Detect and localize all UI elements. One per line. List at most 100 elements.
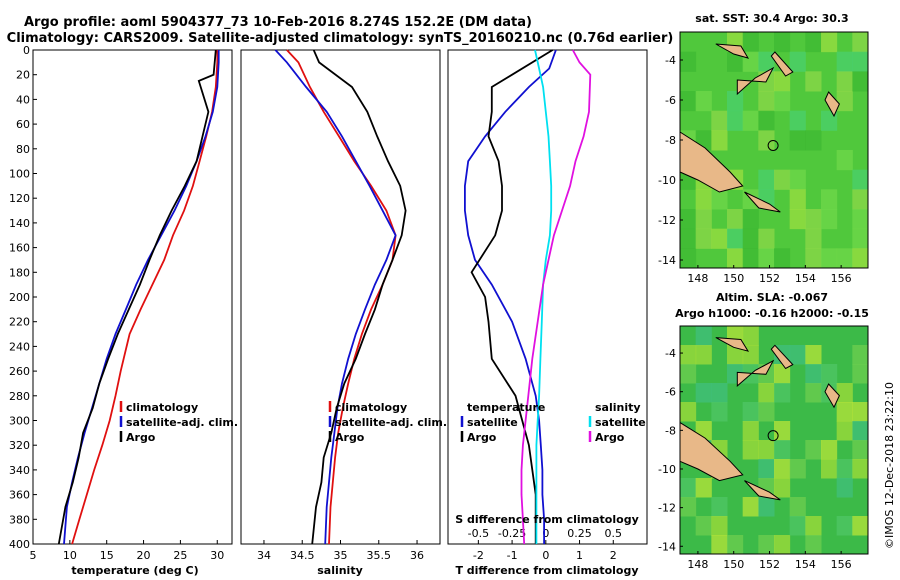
ytick-label: 220	[9, 316, 30, 329]
top-xtick-label: -0.5	[468, 527, 489, 540]
map-ytick-label: -4	[665, 54, 676, 67]
difference-top-xlabel: S difference from climatology	[455, 513, 639, 526]
map-cell	[774, 478, 791, 498]
map-cell	[680, 248, 697, 269]
map-cell	[852, 51, 869, 72]
map-cell	[789, 189, 806, 210]
map-cell	[695, 228, 712, 249]
map-cell	[742, 421, 759, 441]
map-cell	[711, 497, 728, 517]
map-cell	[742, 32, 759, 53]
map-cell	[821, 209, 838, 230]
map-cell	[852, 209, 869, 230]
map-cell	[805, 383, 822, 403]
map-cell	[742, 209, 759, 230]
map-cell	[758, 169, 775, 190]
difference-panel	[447, 49, 648, 545]
ytick-label: 20	[16, 69, 30, 82]
map-cell	[758, 248, 775, 269]
map-cell	[821, 32, 838, 53]
map-cell	[789, 130, 806, 151]
ytick-label: 120	[9, 192, 30, 205]
ytick-label: 360	[9, 489, 30, 502]
ytick-label: 400	[9, 538, 30, 551]
map-cell	[711, 383, 728, 403]
difference-plot: -2 -1 0 1 2 -0.5 -0.25 0 0.25 0.5	[463, 49, 622, 562]
argo-position-marker	[767, 139, 779, 151]
sla-map: 148 150 152 154 156 -4 -6 -8 -10 -12 -14	[658, 325, 869, 571]
map-cell	[711, 189, 728, 210]
map-cell	[711, 110, 728, 131]
xtick-label: 35.5	[367, 549, 392, 562]
map-cell	[758, 497, 775, 517]
salinity-panel	[240, 49, 441, 545]
map-xtick-label: 156	[831, 272, 852, 285]
xtick-label: 2	[610, 549, 617, 562]
map-cell	[758, 51, 775, 72]
land-mass	[770, 51, 794, 77]
map-cell	[774, 248, 791, 269]
map-cell	[774, 440, 791, 460]
map-cell	[758, 110, 775, 131]
series-line-s-satellite	[534, 49, 553, 544]
map-cell	[742, 110, 759, 131]
map-cell	[805, 228, 822, 249]
legend-satellite: satellite-adj. clim.	[126, 416, 238, 429]
map-cell	[836, 478, 853, 498]
map-cell	[774, 32, 791, 53]
land-mass	[736, 359, 775, 387]
map-cell	[695, 516, 712, 536]
map-cell	[695, 345, 712, 365]
map-cell	[695, 383, 712, 403]
top-xtick-label: 0.25	[567, 527, 592, 540]
map-cell	[711, 516, 728, 536]
xtick-label: 25	[173, 549, 187, 562]
map-frame	[679, 325, 869, 555]
map-cell	[758, 459, 775, 479]
map-xtick-label: 154	[795, 558, 816, 571]
series-line-satellite-adj-clim-	[63, 50, 220, 545]
title-line1: Argo profile: aoml 5904377_73 10-Feb-201…	[24, 15, 532, 30]
map-ytick-label: -12	[658, 214, 676, 227]
salinity-plot: 34 34.5 35 35.5 36	[257, 49, 424, 562]
map-cell	[758, 228, 775, 249]
map-cell	[805, 209, 822, 230]
map-cell	[680, 364, 697, 384]
temperature-plot: 0 20 40 60 80 100 120 140 160 180 200 220 240 260 280 3…	[9, 44, 224, 562]
credit-text: ©IMOS 12-Dec-2018 23:22:10	[883, 382, 896, 549]
map-cell	[758, 440, 775, 460]
temperature-xlabel: temperature (deg C)	[71, 564, 198, 577]
ytick-label: 200	[9, 291, 30, 304]
map-cell	[852, 189, 869, 210]
difference-xlabel: T difference from climatology	[455, 564, 638, 577]
map-cell	[695, 209, 712, 230]
top-xtick-label: -0.25	[498, 527, 526, 540]
map-cell	[836, 150, 853, 171]
map-cell	[727, 228, 744, 249]
map-cell	[680, 402, 697, 422]
land-mass	[770, 344, 794, 370]
map-cell	[789, 516, 806, 536]
map-cell	[805, 440, 822, 460]
map-cell	[758, 91, 775, 112]
ytick-label: 380	[9, 513, 30, 526]
xtick-label: 10	[63, 549, 77, 562]
map-cell	[821, 459, 838, 479]
map-cell	[805, 71, 822, 92]
map-ytick-label: -10	[658, 174, 676, 187]
map-cell	[836, 516, 853, 536]
map-cell	[805, 516, 822, 536]
map-cell	[852, 345, 869, 365]
map-xtick-label: 152	[759, 272, 780, 285]
map-ytick-label: -6	[665, 386, 676, 399]
map-cell	[680, 51, 697, 72]
ytick-label: 40	[16, 93, 30, 106]
map-cell	[821, 364, 838, 384]
map-cell	[742, 228, 759, 249]
argo-position-marker	[767, 430, 779, 442]
xtick-label: 20	[137, 549, 151, 562]
sst-map: 148 150 152 154 156 -4 -6 -8 -10 -12 -14	[658, 31, 869, 285]
map-cell	[727, 248, 744, 269]
map-cell	[836, 383, 853, 403]
map-cell	[789, 497, 806, 517]
